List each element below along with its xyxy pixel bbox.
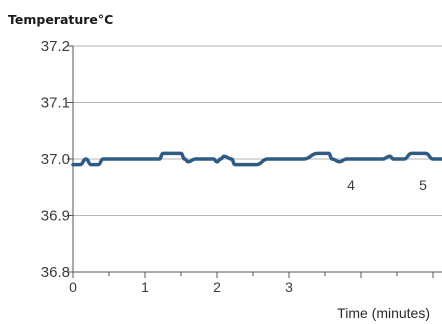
y-tick-label: 37.2: [41, 38, 70, 55]
x-tick-label: 3: [285, 279, 293, 295]
x-annotation-label: 5: [419, 177, 427, 193]
y-tick-label: 37.0: [41, 151, 70, 168]
x-axis-title: Time (minutes): [337, 305, 430, 321]
x-tick-label: 2: [213, 279, 221, 295]
y-tick-label: 37.1: [41, 95, 70, 112]
y-axis-title: Temperature°C: [8, 12, 114, 27]
x-tick-label: 1: [141, 279, 149, 295]
x-tick-label: 0: [69, 279, 77, 295]
series-line: [71, 151, 442, 167]
x-annotation-label: 4: [347, 177, 355, 193]
y-tick-label: 36.8: [41, 264, 70, 281]
y-tick-label: 36.9: [41, 208, 70, 225]
